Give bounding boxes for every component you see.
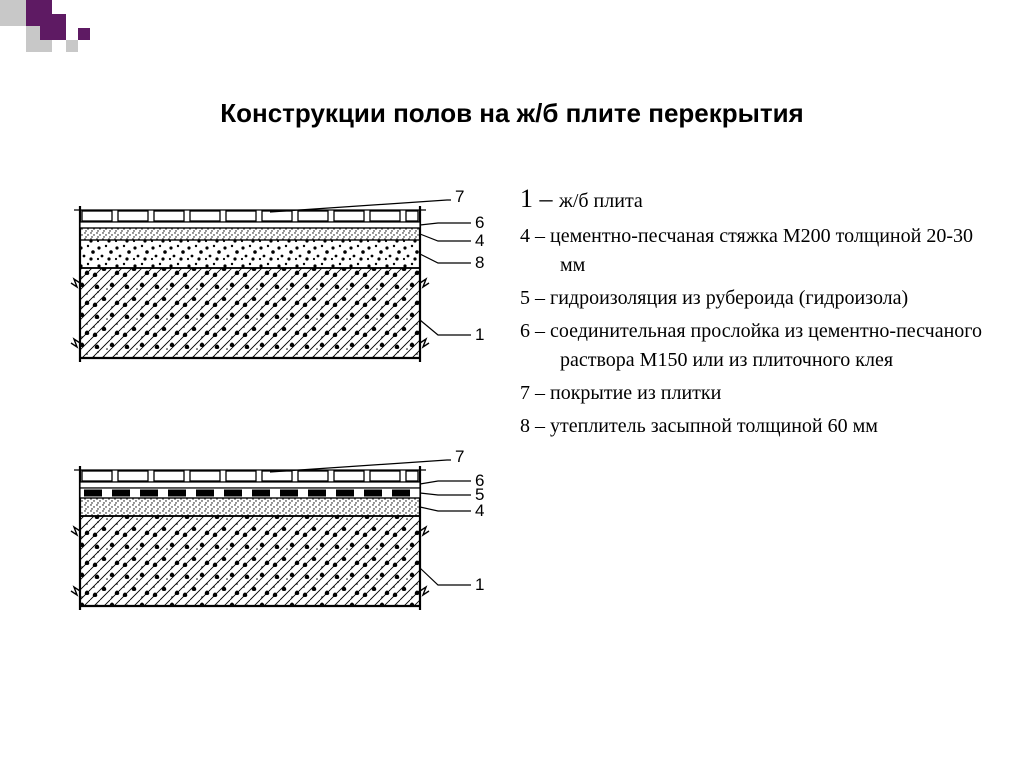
legend-num: 1 [520, 184, 533, 213]
cross-section: 76541 [71, 447, 484, 610]
legend-text: соединительная прослойка из цементно-пес… [550, 320, 982, 371]
legend-dash: – [530, 320, 550, 342]
legend-dash: – [530, 287, 550, 309]
callout-label: 6 [475, 213, 484, 232]
legend-num: 8 [520, 415, 530, 437]
legend-dash: – [530, 225, 550, 247]
page-title: Конструкции полов на ж/б плите перекрыти… [0, 98, 1024, 129]
deco-square [0, 0, 26, 26]
deco-square [66, 40, 78, 52]
legend-num: 6 [520, 320, 530, 342]
legend-item: 6 – соединительная прослойка из цементно… [520, 317, 990, 375]
callout-label: 1 [475, 325, 484, 344]
legend-item: 8 – утеплитель засыпной толщиной 60 мм [520, 412, 990, 441]
legend-dash: – [530, 382, 550, 404]
corner-decoration [0, 0, 120, 60]
legend-num: 7 [520, 382, 530, 404]
callout-label: 8 [475, 253, 484, 272]
legend-dash: – [530, 415, 550, 437]
legend-item: 7 – покрытие из плитки [520, 379, 990, 408]
legend-item: 1 – ж/б плита [520, 180, 990, 218]
deco-square [78, 28, 90, 40]
cross-section: 764 8 1 [71, 190, 484, 362]
legend-text: покрытие из плитки [550, 382, 721, 404]
deco-square [40, 14, 66, 40]
legend-num: 4 [520, 225, 530, 247]
callout-label: 4 [475, 231, 484, 250]
legend-item: 5 – гидроизоляция из рубероида (гидроизо… [520, 284, 990, 313]
legend-text: гидроизоляция из рубероида (гидроизола) [550, 287, 908, 309]
legend-item: 4 – цементно-песчаная стяжка М200 толщин… [520, 222, 990, 280]
legend-text: ж/б плита [559, 190, 643, 212]
legend-dash: – [533, 184, 559, 213]
diagrams: 7648176541 [60, 190, 500, 650]
legend: 1 – ж/б плита 4 – цементно-песчаная стяжк… [520, 180, 990, 445]
callout-label: 7 [455, 447, 464, 466]
callout-label: 1 [475, 575, 484, 594]
callout-label: 7 [455, 190, 464, 206]
cross-section-svg: 7648176541 [60, 190, 500, 650]
legend-text: утеплитель засыпной толщиной 60 мм [550, 415, 878, 437]
legend-text: цементно-песчаная стяжка М200 толщиной 2… [550, 225, 973, 276]
callout-label: 4 [475, 501, 484, 520]
legend-num: 5 [520, 287, 530, 309]
